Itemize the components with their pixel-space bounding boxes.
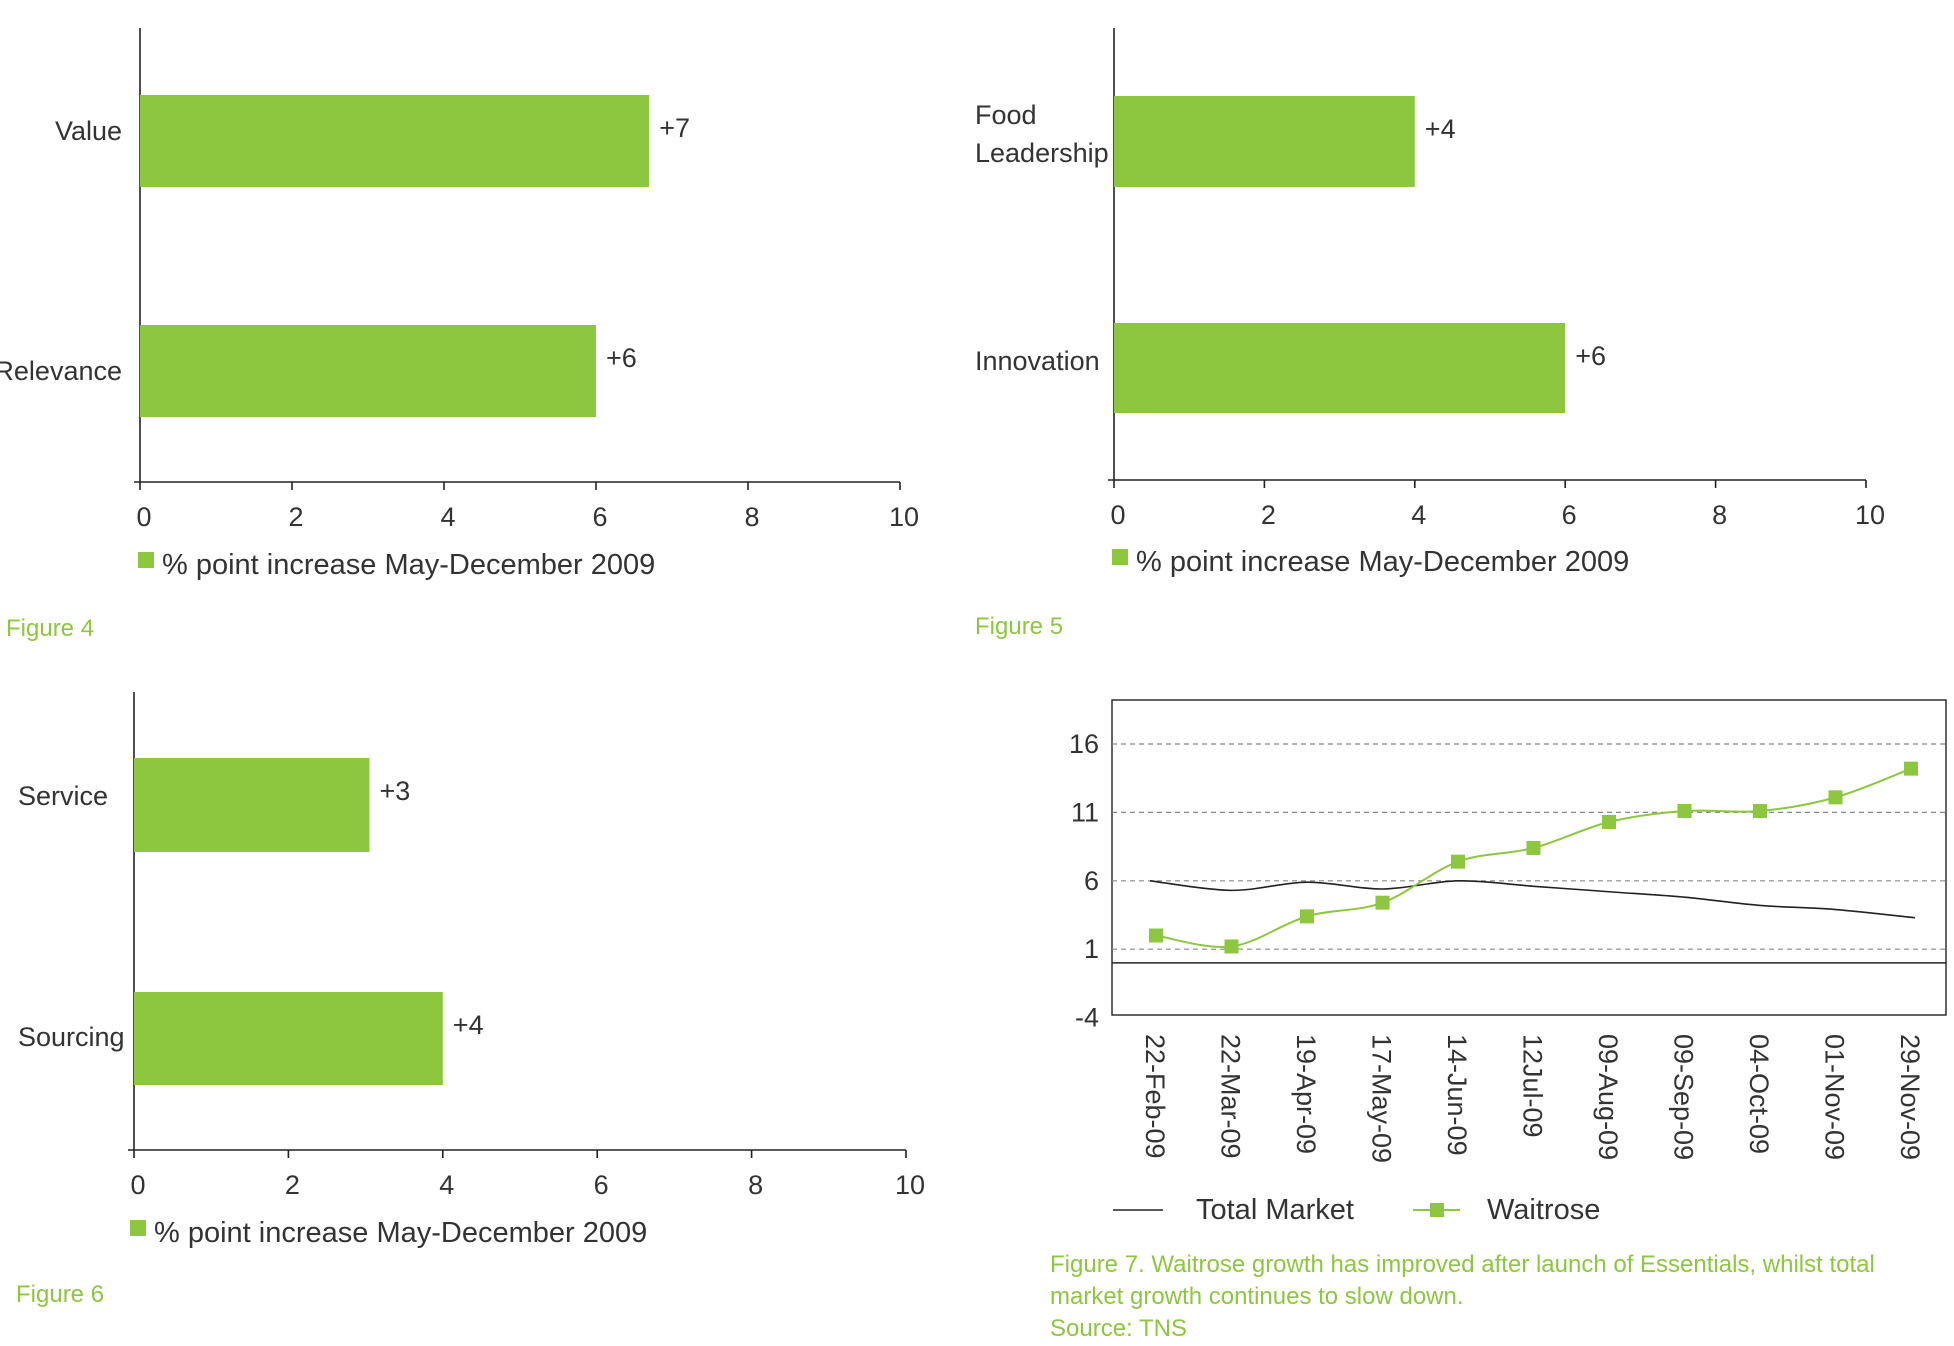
data-label: +4 (453, 1010, 484, 1040)
y-tick-label: 6 (1084, 866, 1099, 896)
x-tick-label: 10 (895, 1170, 925, 1200)
x-tick-label: 04-Oct-09 (1744, 1034, 1774, 1154)
data-point-waitrose (1828, 790, 1843, 805)
x-tick-label: 8 (1712, 500, 1727, 530)
figure-caption: Source: TNS (1050, 1315, 1187, 1342)
x-tick-label: 6 (1562, 500, 1577, 530)
figure-caption: Figure 6 (16, 1281, 104, 1308)
data-label: +6 (1575, 341, 1606, 371)
x-tick-label: 4 (440, 502, 455, 532)
x-tick-label: 01-Nov-09 (1820, 1034, 1850, 1160)
data-point-waitrose (1149, 928, 1163, 943)
figure-caption: Figure 7. Waitrose growth has improved a… (1050, 1251, 1875, 1278)
x-tick-label: 2 (288, 502, 303, 532)
bar (140, 95, 650, 187)
category-label: Service (18, 781, 108, 811)
data-point-waitrose (1753, 804, 1767, 819)
bar (140, 325, 596, 417)
category-label: Leadership (975, 138, 1109, 168)
x-tick-label: 12Jul-09 (1518, 1034, 1548, 1138)
data-point-waitrose (1677, 804, 1692, 819)
category-label: Food (975, 100, 1037, 130)
bar (134, 758, 370, 852)
bar (1114, 96, 1415, 187)
legend-label: % point increase May-December 2009 (1136, 546, 1629, 578)
category-label: Sourcing (18, 1022, 125, 1052)
legend-marker-waitrose (1430, 1203, 1444, 1217)
x-tick-label: 22-Mar-09 (1216, 1034, 1246, 1159)
x-tick-label: 19-Apr-09 (1291, 1034, 1321, 1154)
data-label: +3 (379, 776, 410, 806)
legend-label: % point increase May-December 2009 (154, 1217, 647, 1249)
x-tick-label: 22-Feb-09 (1140, 1034, 1170, 1159)
data-point-waitrose (1224, 939, 1239, 954)
data-point-waitrose (1451, 854, 1465, 869)
x-tick-label: 10 (889, 502, 919, 532)
y-tick-label: 1 (1084, 934, 1099, 964)
x-tick-label: 0 (130, 1170, 145, 1200)
x-tick-label: 09-Sep-09 (1669, 1034, 1699, 1160)
plot-frame (1111, 699, 1947, 1016)
x-tick-label: 17-May-09 (1367, 1034, 1397, 1163)
figure-7-chart: 16 11 6 1 -4 22-Feb-09 22-Mar-09 19-Apr-09 17-Ma… (1050, 699, 1947, 1342)
legend-label: Waitrose (1487, 1194, 1600, 1226)
legend-label: % point increase May-December 2009 (162, 549, 655, 581)
y-tick-label: -4 (1075, 1003, 1099, 1033)
legend-swatch (130, 1220, 146, 1236)
series-line-total-market (1149, 879, 1916, 919)
x-tick-label: 2 (285, 1170, 300, 1200)
x-tick-label: 4 (1411, 500, 1426, 530)
y-tick-label: 16 (1069, 729, 1099, 759)
x-tick-label: 10 (1855, 500, 1885, 530)
x-tick-label: 0 (1110, 500, 1125, 530)
data-point-waitrose (1904, 761, 1918, 776)
data-point-waitrose (1375, 895, 1390, 910)
bar (134, 992, 443, 1085)
category-label: Relevance (0, 356, 122, 386)
category-label: Innovation (975, 346, 1100, 376)
series-line-waitrose (1155, 767, 1912, 948)
figure-caption: market growth continues to slow down. (1050, 1283, 1464, 1310)
x-tick-label: 2 (1261, 500, 1276, 530)
x-tick-label: 6 (594, 1170, 609, 1200)
legend-swatch (1112, 549, 1128, 565)
x-tick-label: 4 (439, 1170, 454, 1200)
data-point-waitrose (1300, 909, 1314, 924)
data-label: +6 (606, 343, 637, 373)
figure-4-chart: 0 2 4 6 8 10 +7 Value +6 Relevance % point increas… (0, 28, 919, 642)
category-label: Value (55, 116, 122, 146)
x-tick-label: 14-Jun-09 (1442, 1034, 1472, 1156)
x-tick-label: 09-Aug-09 (1593, 1034, 1623, 1160)
y-tick-label: 11 (1071, 797, 1099, 827)
x-tick-label: 8 (748, 1170, 763, 1200)
x-tick-label: 0 (136, 502, 151, 532)
x-tick-label: 8 (744, 502, 759, 532)
legend-label: Total Market (1196, 1194, 1354, 1226)
data-label: +4 (1425, 114, 1456, 144)
x-tick-label: 29-Nov-09 (1895, 1034, 1925, 1160)
data-label: +7 (659, 113, 690, 143)
figure-5-chart: 0 2 4 6 8 10 +4 Food Leadership +6 Innovation % poi… (975, 28, 1885, 640)
data-point-waitrose (1602, 814, 1616, 829)
x-tick-label: 6 (592, 502, 607, 532)
figure-caption: Figure 4 (6, 615, 94, 642)
bar (1114, 323, 1566, 413)
data-point-waitrose (1526, 840, 1541, 855)
figure-caption: Figure 5 (975, 613, 1063, 640)
legend-swatch (138, 552, 154, 568)
figure-6-chart: 0 2 4 6 8 10 +3 Service +4 Sourcing % point increa… (16, 692, 925, 1308)
